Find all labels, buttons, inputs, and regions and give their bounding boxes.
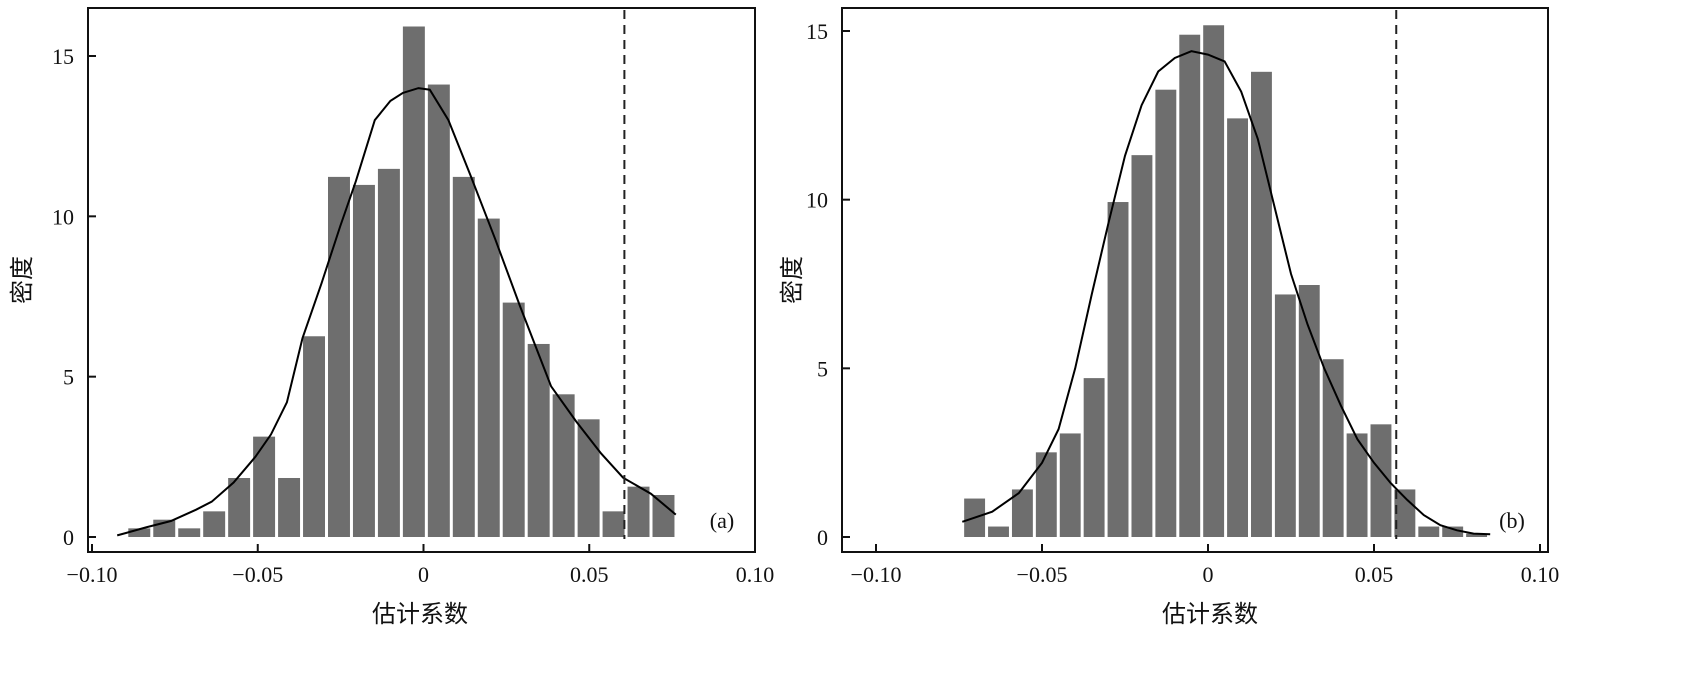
x-tick-label: 0 (1203, 562, 1214, 587)
x-axis-title: 估计系数 (372, 601, 468, 628)
plot-frame (841, 7, 1549, 553)
histogram-bar (1011, 489, 1033, 537)
histogram-bar (1442, 526, 1464, 537)
density-curve (961, 50, 1491, 536)
histogram-bar (178, 528, 201, 537)
y-tick-label: 0 (63, 525, 74, 550)
histogram-bar (1298, 285, 1320, 537)
histogram-bar (1370, 424, 1392, 537)
histogram-bar (627, 486, 650, 537)
histogram-bar (228, 477, 251, 537)
histogram-bar (352, 184, 375, 537)
histogram-bar (128, 528, 151, 537)
histogram-bar (577, 419, 600, 537)
panel-label: (a) (710, 508, 734, 533)
histogram-bar (253, 436, 276, 537)
histogram-bar (278, 477, 301, 537)
histogram-bar (203, 511, 226, 537)
y-tick-label: 5 (63, 365, 74, 390)
histogram-bar (1322, 359, 1344, 537)
histogram-bar (1155, 89, 1177, 538)
x-tick-label: 0.05 (1355, 562, 1394, 587)
histogram-bar (328, 176, 350, 537)
histogram-bar (1346, 433, 1368, 537)
histogram-bar (1418, 526, 1440, 537)
histogram-bar (1035, 452, 1057, 537)
x-tick-label: −0.10 (851, 562, 902, 587)
histogram-bar (652, 494, 675, 537)
histogram-bar (502, 302, 525, 537)
panel-b: −0.10 −0.05 0 0.05 0.10 0 5 10 15 估计系数 密度 (b) (779, 7, 1560, 628)
histogram-bar (988, 526, 1009, 537)
histogram-bar (1083, 378, 1105, 537)
histogram-bar (1227, 118, 1248, 538)
y-tick-label: 10 (806, 188, 828, 213)
histogram-bar (427, 84, 450, 537)
y-tick-label: 0 (817, 525, 828, 550)
density-curve (116, 87, 677, 537)
histogram-bar (1203, 25, 1225, 538)
histogram-bar (1251, 71, 1272, 538)
histogram-bar (1059, 433, 1081, 537)
histogram-bar (377, 168, 400, 537)
y-tick-label: 10 (52, 204, 74, 229)
y-axis-title: 密度 (9, 256, 36, 304)
y-axis-title: 密度 (779, 256, 806, 304)
panel-a: −0.10 −0.05 0 0.05 0.10 0 5 10 15 估计系数 密度 (a) (9, 7, 775, 628)
histogram-bar (602, 511, 625, 537)
x-axis-title: 估计系数 (1162, 601, 1258, 628)
histogram-bar (452, 176, 475, 537)
panel-label: (b) (1499, 508, 1525, 533)
histogram-bar (1274, 294, 1296, 537)
x-tick-label: 0.05 (570, 562, 609, 587)
histogram-bar (1107, 202, 1129, 537)
histogram-bar (552, 394, 575, 537)
histogram-bar (303, 336, 326, 537)
x-tick-label: −0.05 (1017, 562, 1068, 587)
y-tick-label: 5 (817, 356, 828, 381)
x-tick-label: 0 (418, 562, 429, 587)
x-tick-label: −0.05 (232, 562, 283, 587)
histogram-bar (477, 218, 500, 537)
histogram-bar (1179, 34, 1201, 538)
histogram-bar (527, 343, 550, 537)
y-tick-label: 15 (806, 19, 828, 44)
x-tick-label: 0.10 (736, 562, 775, 587)
histogram-bar (402, 26, 425, 538)
histogram-bar (1466, 533, 1488, 537)
histogram-bar (1131, 155, 1153, 537)
x-tick-label: −0.10 (67, 562, 118, 587)
plot-frame (87, 7, 756, 553)
x-tick-label: 0.10 (1521, 562, 1560, 587)
y-tick-label: 15 (52, 44, 74, 69)
